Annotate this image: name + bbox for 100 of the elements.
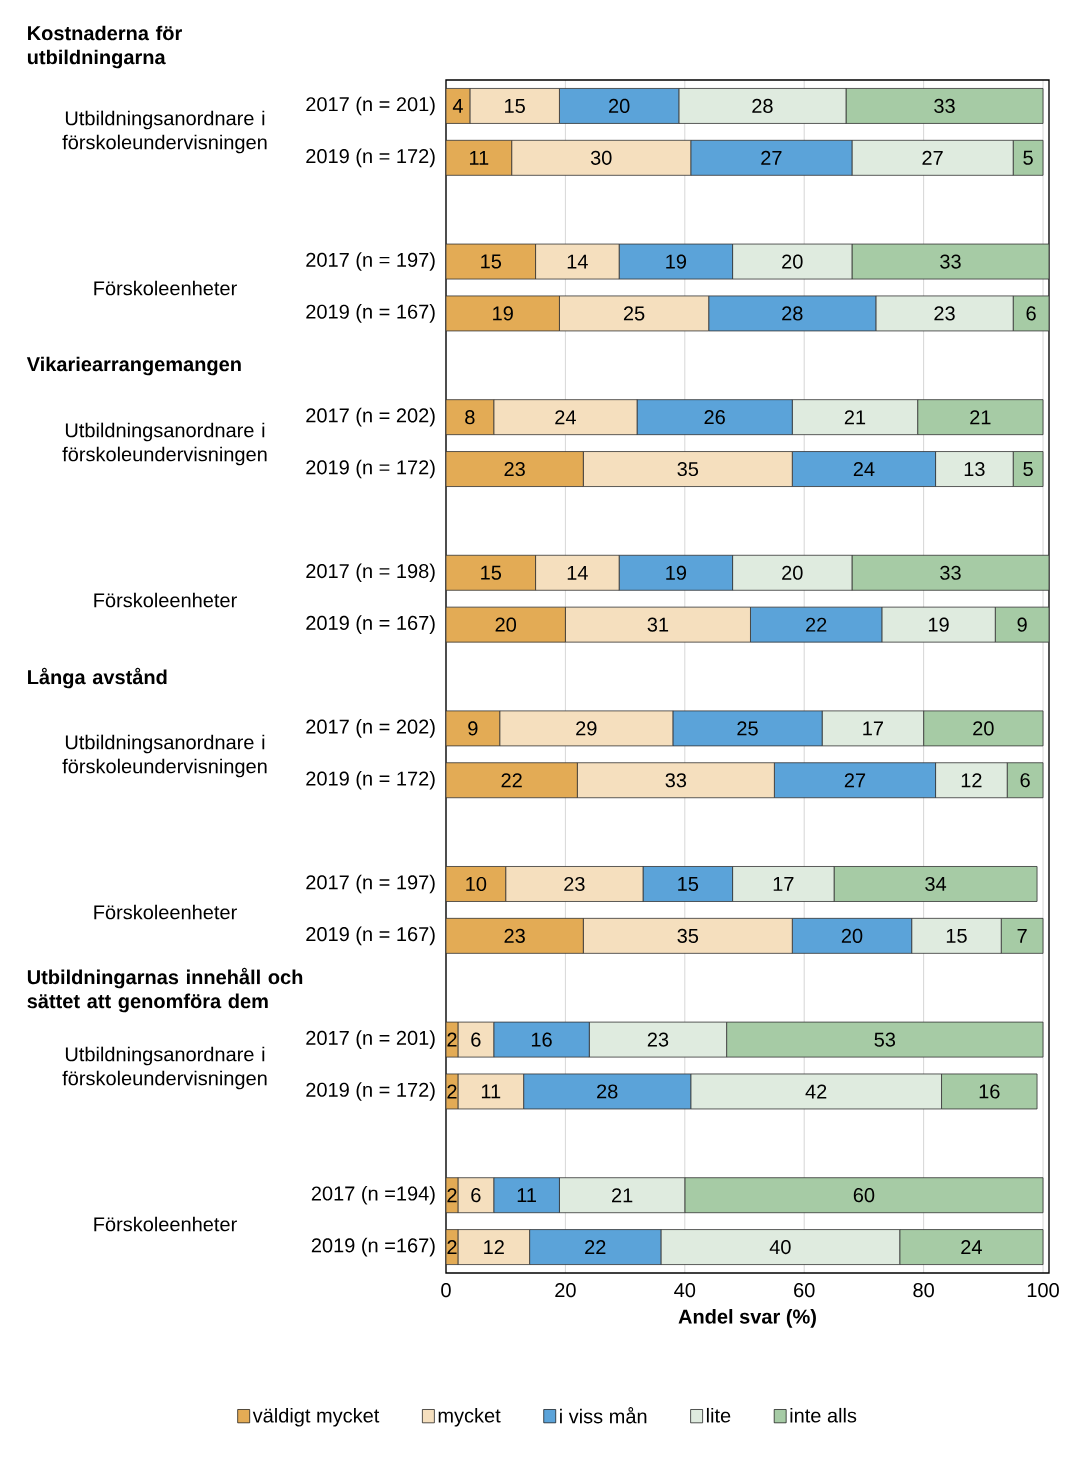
data-label: 53 xyxy=(874,1032,896,1047)
bar xyxy=(851,243,1049,280)
y-tick-label: 2017 (n = 197) xyxy=(306,252,435,271)
text: Förskoleenheter xyxy=(94,1216,237,1232)
text: Förskoleenheter xyxy=(94,280,237,296)
data-label: 33 xyxy=(940,254,961,269)
data-label: 27 xyxy=(922,150,943,165)
data-label: 19 xyxy=(666,565,687,580)
data-label: 15 xyxy=(946,928,967,943)
data-label: 13 xyxy=(964,461,985,477)
text: Utbildningsanordnare i förskoleundervisningen xyxy=(62,1046,267,1090)
data-label: 27 xyxy=(844,773,866,788)
bar xyxy=(446,606,566,643)
y-tick-label: 2019 (n = 167) xyxy=(306,615,435,634)
text: Förskoleenheter xyxy=(94,904,237,920)
data-label: 30 xyxy=(590,150,612,165)
data-label: 17 xyxy=(863,721,883,736)
text: Utbildningarnas innehåll och sättet att genomföra dem xyxy=(27,967,303,1013)
data-label: 11 xyxy=(517,1188,536,1203)
data-label: 42 xyxy=(805,1084,827,1099)
legend-label: väldigt mycket xyxy=(252,1407,380,1427)
bar xyxy=(845,88,1044,124)
x-tick-label: 0 xyxy=(441,1283,451,1298)
y-tick-label: 2019 (n =167) xyxy=(311,1237,435,1257)
data-label: 19 xyxy=(928,617,949,632)
data-label: 28 xyxy=(597,1084,618,1099)
data-label: 20 xyxy=(841,928,863,943)
data-label: 24 xyxy=(555,410,576,425)
data-label: 8 xyxy=(465,410,475,425)
data-label: 24 xyxy=(853,462,875,477)
y-tick-label: 2019 (n = 172) xyxy=(306,459,435,479)
y-tick-label: 2017 (n = 198) xyxy=(306,563,435,583)
data-label: 6 xyxy=(1020,773,1030,788)
data-label: 20 xyxy=(973,721,994,736)
data-label: 2 xyxy=(447,1240,457,1255)
data-label: 2 xyxy=(447,1084,457,1099)
data-label: 20 xyxy=(609,98,630,114)
data-label: 21 xyxy=(612,1188,633,1203)
x-tick-label: 40 xyxy=(674,1283,696,1298)
data-label: 14 xyxy=(567,254,588,269)
x-tick-label: 60 xyxy=(794,1283,815,1298)
data-label: 11 xyxy=(481,1084,501,1099)
bar xyxy=(446,554,536,591)
data-label: 28 xyxy=(782,306,803,321)
data-label: 26 xyxy=(704,410,725,425)
data-label: 22 xyxy=(806,617,827,632)
data-label: 33 xyxy=(665,773,687,788)
data-label: 4 xyxy=(452,99,463,113)
data-label: 5 xyxy=(1023,150,1033,165)
legend-label: lite xyxy=(706,1407,731,1423)
data-label: 25 xyxy=(737,721,758,736)
y-tick-label: 2019 (n = 167) xyxy=(306,926,435,946)
data-label: 35 xyxy=(677,928,699,943)
y-tick-label: 2017 (n = 202) xyxy=(306,407,435,427)
data-label: 21 xyxy=(970,410,991,425)
data-label: 15 xyxy=(678,877,699,891)
data-label: 23 xyxy=(564,876,585,892)
data-label: 2 xyxy=(447,1032,457,1047)
bar xyxy=(917,399,1044,436)
data-label: 20 xyxy=(495,617,517,632)
data-label: 33 xyxy=(934,98,955,114)
data-label: 15 xyxy=(481,254,502,269)
data-label: 27 xyxy=(761,150,782,165)
data-label: 21 xyxy=(844,410,866,425)
data-label: 34 xyxy=(925,876,947,892)
data-label: 10 xyxy=(466,876,487,892)
data-label: 19 xyxy=(666,254,687,269)
data-label: 16 xyxy=(531,1032,552,1047)
data-label: 24 xyxy=(961,1240,982,1255)
bar xyxy=(446,295,560,332)
data-label: 60 xyxy=(853,1188,875,1203)
bar xyxy=(446,399,495,436)
y-tick-label: 2019 (n = 167) xyxy=(306,304,435,323)
data-label: 20 xyxy=(782,565,803,580)
data-label: 15 xyxy=(481,565,502,580)
legend-label: inte alls xyxy=(790,1407,857,1423)
x-tick-label: 20 xyxy=(555,1283,576,1298)
bar xyxy=(446,762,578,799)
data-label: 9 xyxy=(1017,617,1027,632)
data-label: 25 xyxy=(623,306,645,321)
data-label: 5 xyxy=(1023,462,1033,476)
data-label: 12 xyxy=(961,773,982,788)
data-label: 9 xyxy=(468,721,478,736)
data-label: 7 xyxy=(1017,928,1027,943)
y-tick-label: 2019 (n = 172) xyxy=(306,148,435,168)
data-label: 20 xyxy=(782,254,803,269)
data-label: 19 xyxy=(493,306,513,321)
text: Utbildningsanordnare i förskoleundervisningen xyxy=(62,110,267,154)
bar xyxy=(923,710,1044,747)
data-label: 33 xyxy=(940,565,961,580)
data-label: 6 xyxy=(471,1188,481,1203)
bar xyxy=(726,1021,1044,1058)
text: Långa avstånd xyxy=(28,667,167,689)
bar xyxy=(899,1229,1044,1265)
data-label: 23 xyxy=(504,928,525,943)
data-label: 17 xyxy=(773,877,794,891)
legend-label: mycket xyxy=(438,1407,501,1427)
data-label: 29 xyxy=(576,721,597,736)
y-tick-label: 2019 (n = 172) xyxy=(306,770,435,790)
bar xyxy=(446,917,584,954)
